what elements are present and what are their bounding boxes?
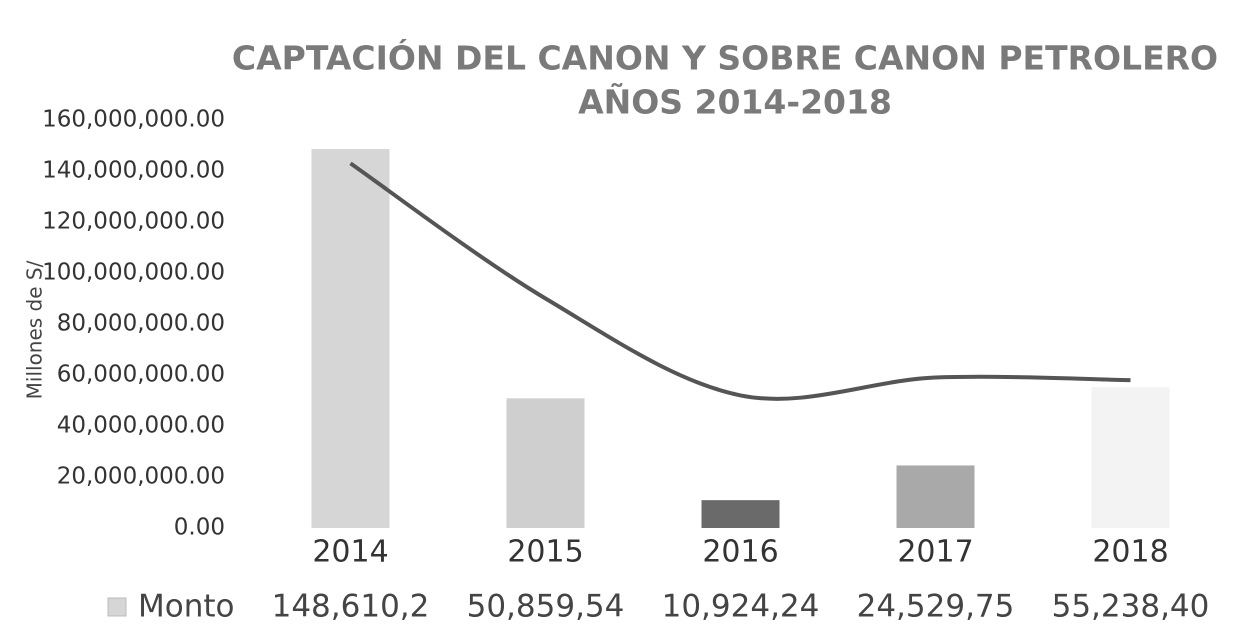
bar — [1091, 387, 1170, 528]
table-value: 148,610,2 — [272, 589, 430, 625]
table-value: 10,924,24 — [662, 589, 820, 625]
x-tick-label: 2018 — [1092, 535, 1168, 570]
x-tick-label: 2017 — [897, 535, 973, 570]
trend-line — [349, 161, 1131, 401]
y-tick-label: 80,000,000.00 — [57, 311, 225, 337]
legend-label: Monto — [138, 589, 234, 625]
table-value: 50,859,54 — [467, 589, 625, 625]
y-tick-label: 60,000,000.00 — [57, 362, 225, 388]
legend-swatch — [107, 597, 127, 617]
chart-title: AÑOS 2014-2018 — [578, 82, 892, 122]
bar — [311, 149, 390, 528]
y-tick-label: 100,000,000.00 — [42, 260, 225, 286]
x-tick-label: 2016 — [702, 535, 778, 570]
y-tick-label: 120,000,000.00 — [42, 209, 225, 235]
chart-title: CAPTACIÓN DEL CANON Y SOBRE CANON PETROL… — [232, 38, 1218, 78]
y-tick-label: 160,000,000.00 — [42, 107, 225, 133]
bar — [701, 500, 780, 528]
bar — [506, 398, 585, 528]
y-tick-label: 20,000,000.00 — [57, 464, 225, 490]
bar — [896, 465, 975, 528]
x-tick-label: 2014 — [312, 535, 388, 570]
y-tick-label: 0.00 — [174, 515, 225, 541]
table-value: 55,238,40 — [1052, 589, 1210, 625]
y-tick-label: 40,000,000.00 — [57, 413, 225, 439]
x-tick-label: 2015 — [507, 535, 583, 570]
table-value: 24,529,75 — [857, 589, 1015, 625]
y-axis-title: Millones de S/ — [23, 260, 47, 399]
y-tick-label: 140,000,000.00 — [42, 158, 225, 184]
